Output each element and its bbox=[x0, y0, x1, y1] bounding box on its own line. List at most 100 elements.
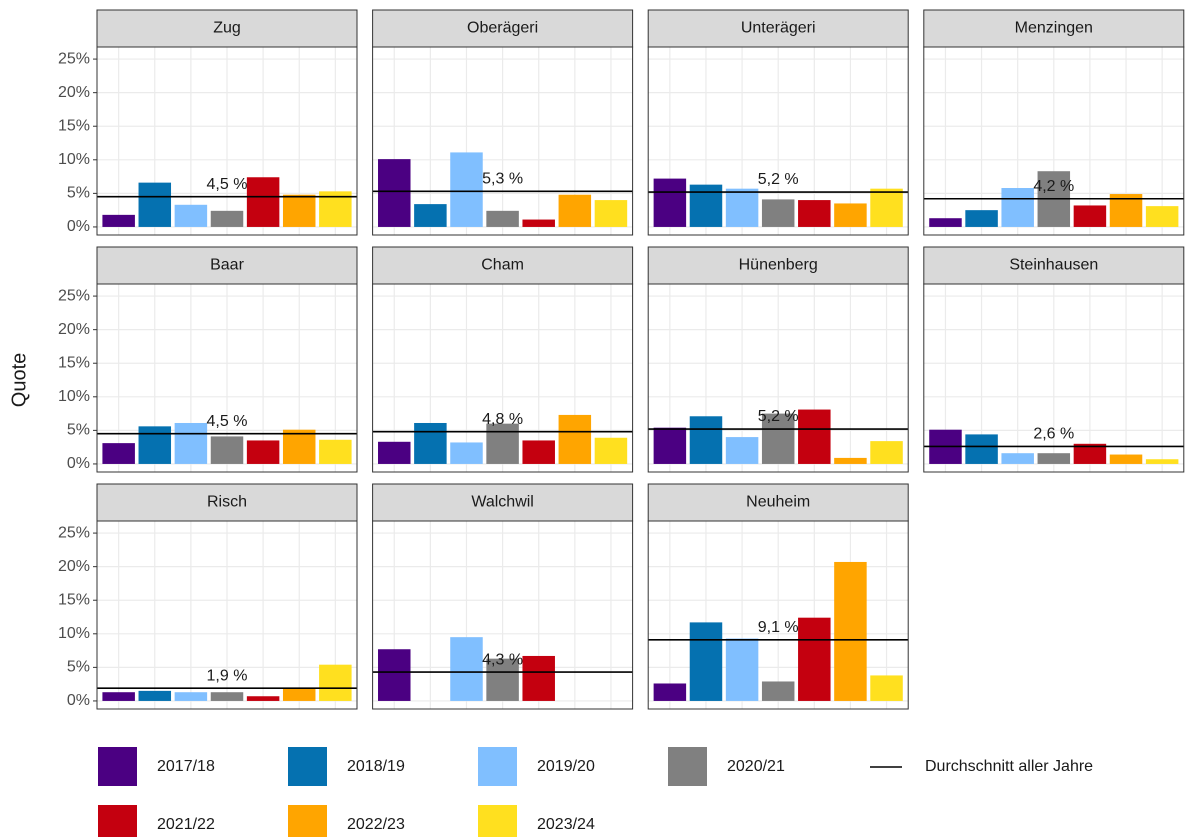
strip bbox=[96, 483, 358, 522]
legend-swatch bbox=[478, 747, 517, 786]
mean-label: 2,6 % bbox=[1033, 426, 1074, 443]
bar bbox=[138, 690, 172, 701]
bar bbox=[653, 427, 687, 464]
bar bbox=[870, 188, 903, 227]
y-tick-label: 25% bbox=[58, 50, 90, 67]
y-tick-label: 25% bbox=[58, 524, 90, 541]
bar bbox=[1145, 206, 1179, 227]
legend-label: 2018/19 bbox=[347, 758, 405, 775]
bar bbox=[246, 440, 280, 464]
bar bbox=[210, 692, 244, 701]
legend-label: 2019/20 bbox=[537, 758, 595, 775]
bar bbox=[798, 617, 831, 701]
panel-border bbox=[647, 46, 909, 236]
bar bbox=[761, 681, 795, 701]
strip bbox=[923, 9, 1185, 48]
strip bbox=[96, 9, 358, 48]
bar bbox=[834, 457, 867, 464]
bar bbox=[486, 210, 519, 227]
facet-title: Cham bbox=[481, 257, 524, 274]
panel-border bbox=[923, 283, 1185, 473]
bar bbox=[319, 664, 352, 701]
bar bbox=[246, 177, 280, 227]
bar bbox=[834, 203, 867, 227]
strip bbox=[647, 9, 909, 48]
bar bbox=[725, 437, 759, 464]
bar bbox=[138, 426, 172, 464]
panel-border bbox=[96, 46, 358, 236]
bar bbox=[653, 683, 687, 701]
bar bbox=[1001, 453, 1034, 464]
bar bbox=[102, 692, 135, 701]
legend-swatch bbox=[288, 747, 327, 786]
bar bbox=[834, 561, 867, 701]
legend-label: 2022/23 bbox=[347, 816, 405, 833]
bar bbox=[319, 439, 352, 464]
mean-label: 4,8 % bbox=[482, 411, 523, 428]
facet-title: Baar bbox=[210, 257, 244, 274]
bar bbox=[210, 210, 244, 227]
y-tick-label: 0% bbox=[67, 218, 90, 235]
y-tick-label: 25% bbox=[58, 287, 90, 304]
bar bbox=[761, 199, 795, 227]
bar bbox=[689, 622, 723, 701]
bar bbox=[1073, 443, 1107, 464]
y-tick-label: 5% bbox=[67, 659, 90, 676]
panel-border bbox=[96, 283, 358, 473]
bar bbox=[725, 638, 759, 701]
bar bbox=[378, 159, 411, 227]
bar bbox=[1037, 453, 1071, 464]
bar bbox=[450, 442, 483, 464]
mean-label: 4,2 % bbox=[1033, 178, 1074, 195]
y-tick-label: 20% bbox=[58, 321, 90, 338]
bar bbox=[522, 655, 555, 701]
strip bbox=[372, 483, 634, 522]
bar bbox=[1001, 188, 1034, 227]
mean-label: 1,9 % bbox=[207, 667, 248, 684]
mean-label: 5,2 % bbox=[758, 171, 799, 188]
y-tick-label: 20% bbox=[58, 558, 90, 575]
bar bbox=[689, 184, 723, 227]
panel-border bbox=[372, 283, 634, 473]
panel-border bbox=[96, 520, 358, 710]
y-tick-label: 20% bbox=[58, 84, 90, 101]
y-tick-label: 15% bbox=[58, 117, 90, 134]
bar bbox=[761, 413, 795, 464]
bar bbox=[246, 696, 280, 701]
legend-label: 2021/22 bbox=[157, 816, 215, 833]
bar bbox=[138, 182, 172, 227]
bar bbox=[594, 437, 628, 464]
bar bbox=[102, 214, 135, 227]
legend-swatch bbox=[288, 805, 327, 837]
bar bbox=[450, 152, 483, 227]
bar bbox=[174, 692, 208, 701]
legend-swatch bbox=[98, 747, 137, 786]
bar bbox=[1109, 454, 1143, 464]
y-tick-label: 5% bbox=[67, 185, 90, 202]
legend-swatch bbox=[668, 747, 707, 786]
bar bbox=[450, 637, 483, 701]
mean-label: 9,1 % bbox=[758, 619, 799, 636]
bar bbox=[282, 688, 316, 701]
facet-title: Hünenberg bbox=[739, 257, 818, 274]
y-tick-label: 0% bbox=[67, 692, 90, 709]
bar bbox=[689, 416, 723, 464]
panel-border bbox=[923, 46, 1185, 236]
bar bbox=[1073, 205, 1107, 227]
bar bbox=[1145, 459, 1179, 464]
bar bbox=[486, 658, 519, 701]
y-tick-label: 10% bbox=[58, 388, 90, 405]
bar bbox=[414, 422, 447, 464]
bar bbox=[282, 194, 316, 227]
y-tick-label: 15% bbox=[58, 354, 90, 371]
legend-label: Durchschnitt aller Jahre bbox=[925, 758, 1093, 775]
bar bbox=[798, 200, 831, 227]
bar bbox=[653, 178, 687, 227]
bar bbox=[558, 194, 592, 227]
bar bbox=[870, 675, 903, 701]
strip bbox=[923, 246, 1185, 285]
bar bbox=[282, 429, 316, 464]
strip bbox=[372, 9, 634, 48]
panel-border bbox=[372, 46, 634, 236]
